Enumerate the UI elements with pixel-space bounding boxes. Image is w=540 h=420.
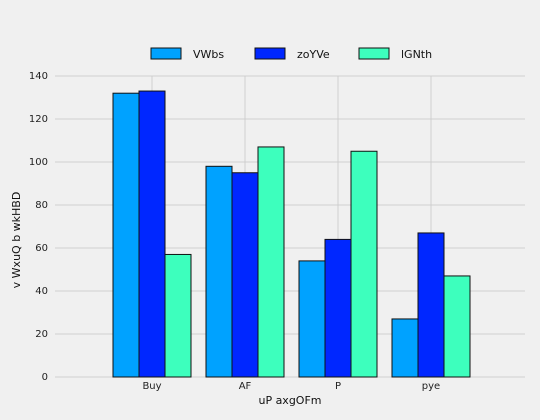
legend: VWbs zoYVe lGNth	[150, 47, 432, 61]
bar-0-1	[205, 165, 233, 378]
legend-label: VWbs	[193, 48, 224, 61]
bar-2-2	[350, 150, 378, 378]
bar-0-2	[298, 260, 326, 378]
legend-swatch	[150, 47, 182, 60]
bars	[112, 90, 471, 378]
bar-1-0	[138, 90, 166, 378]
x-tick-label: Buy	[142, 381, 161, 392]
bar-1-1	[231, 172, 259, 378]
legend-label: lGNth	[401, 48, 432, 61]
legend-label: zoYVe	[297, 48, 330, 61]
legend-swatch	[358, 47, 390, 60]
bar-2-3	[443, 275, 471, 378]
x-tick-label: AF	[239, 381, 252, 392]
bar-2-1	[257, 146, 285, 378]
x-tick-label: P	[335, 381, 341, 392]
bar-0-3	[391, 318, 419, 378]
y-tick-label: 80	[35, 200, 48, 211]
x-tick-label: pye	[422, 381, 440, 392]
y-tick-label: 100	[29, 157, 48, 168]
y-tick-label: 0	[42, 372, 48, 383]
x-axis-label: uP axgOFm	[258, 394, 321, 407]
y-tick-label: 140	[29, 71, 48, 82]
y-tick-label: 120	[29, 114, 48, 125]
y-tick-label: 40	[35, 286, 48, 297]
y-axis-label: v WxuQ b wkHBD	[10, 192, 23, 289]
bar-2-0	[164, 253, 192, 378]
bar-1-3	[417, 232, 445, 378]
bar-0-0	[112, 92, 140, 378]
bar-1-2	[324, 238, 352, 378]
y-tick-labels: 0 20 40 60 80 100 120 140	[29, 71, 48, 383]
y-tick-label: 60	[35, 243, 48, 254]
legend-swatch	[254, 47, 286, 60]
y-tick-label: 20	[35, 329, 48, 340]
